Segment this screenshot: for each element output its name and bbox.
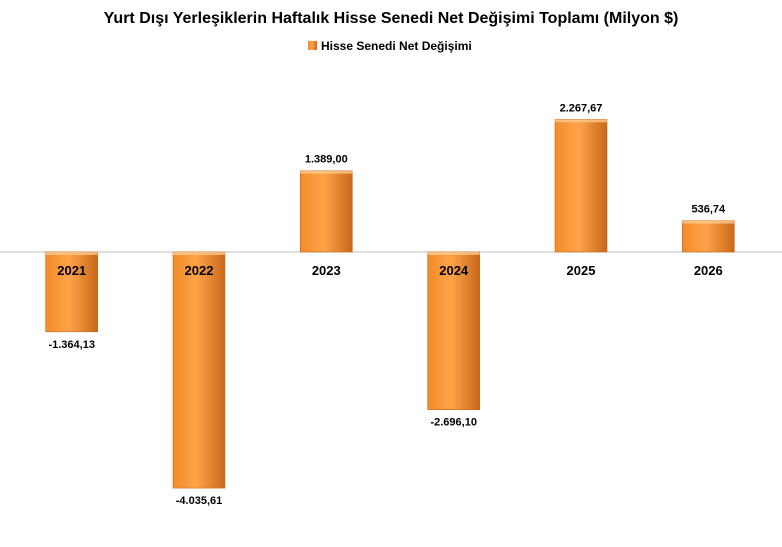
category-label-2026: 2026 xyxy=(694,263,723,278)
chart-title: Yurt Dışı Yerleşiklerin Haftalık Hisse S… xyxy=(104,10,679,27)
category-label-2023: 2023 xyxy=(312,263,341,278)
value-label-2024: -2.696,10 xyxy=(430,417,476,429)
value-labels: -1.364,13 -4.035,61 1.389,00 -2.696,10 2.267… xyxy=(48,102,726,507)
legend-label: Hisse Senedi Net Değişimi xyxy=(321,39,472,53)
bars xyxy=(45,119,735,489)
bar-highlight-2023 xyxy=(300,170,353,174)
bar-highlight-2025 xyxy=(555,119,607,123)
category-label-2021: 2021 xyxy=(57,263,86,278)
bar-highlight-2024 xyxy=(427,252,480,255)
bar-2022 xyxy=(172,251,226,489)
category-label-2022: 2022 xyxy=(185,263,214,278)
value-label-2022: -4.035,61 xyxy=(176,495,222,507)
category-label-2024: 2024 xyxy=(439,263,469,278)
bar-highlight-2021 xyxy=(45,252,98,255)
value-label-2026: 536,74 xyxy=(691,204,726,216)
value-label-2025: 2.267,67 xyxy=(560,102,603,114)
bar-highlight-2022 xyxy=(173,252,225,255)
bar-highlight-2026 xyxy=(682,220,735,224)
bar-2024 xyxy=(427,251,481,410)
bar-2023 xyxy=(299,170,353,253)
legend-swatch xyxy=(308,41,317,50)
bar-2025 xyxy=(554,119,608,253)
value-label-2023: 1.389,00 xyxy=(305,154,348,166)
category-labels: 2021 2022 2023 2024 2025 2026 xyxy=(57,263,723,278)
category-label-2025: 2025 xyxy=(567,263,596,278)
bar-2026 xyxy=(681,220,735,253)
bar-2021 xyxy=(45,251,99,333)
legend: Hisse Senedi Net Değişimi xyxy=(308,39,472,53)
value-label-2021: -1.364,13 xyxy=(48,339,94,351)
